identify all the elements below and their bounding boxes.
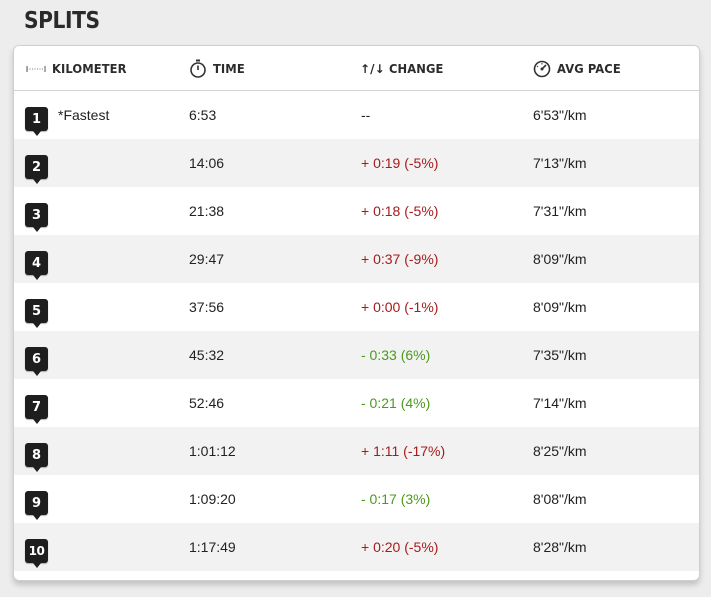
table-row: 7 52:46 - 0:21 (4%) 7'14"/km — [14, 379, 699, 427]
speedometer-icon — [533, 60, 551, 78]
table-row: 10 1:17:49 + 0:20 (-5%) 8'28"/km — [14, 523, 699, 571]
header-kilometer-label: KILOMETER — [52, 61, 127, 76]
split-time: 52:46 — [189, 395, 225, 411]
split-time: 1:17:49 — [189, 539, 236, 555]
split-note: *Fastest — [58, 107, 110, 123]
split-change: + 0:18 (-5%) — [361, 203, 439, 219]
header-time-label: TIME — [213, 61, 245, 76]
split-change: - 0:33 (6%) — [361, 347, 431, 363]
split-avg-pace: 8'08"/km — [533, 491, 587, 507]
splits-rows: 1 *Fastest 6:53 -- 6'53"/km 2 14:06 + 0:19 (-5%… — [14, 91, 699, 571]
table-row: 1 *Fastest 6:53 -- 6'53"/km — [14, 91, 699, 139]
kilometer-marker: 10 — [25, 539, 48, 568]
split-time: 21:38 — [189, 203, 225, 219]
table-row: 6 45:32 - 0:33 (6%) 7'35"/km — [14, 331, 699, 379]
split-avg-pace: 7'14"/km — [533, 395, 587, 411]
split-time: 14:06 — [189, 155, 225, 171]
kilometer-marker: 1 — [25, 107, 48, 136]
split-change: + 1:11 (-17%) — [361, 443, 446, 459]
kilometer-marker: 5 — [25, 299, 48, 328]
page-title: SPLITS — [24, 8, 100, 34]
table-row: 3 21:38 + 0:18 (-5%) 7'31"/km — [14, 187, 699, 235]
header-kilometer: KILOMETER — [26, 46, 133, 91]
table-row: 4 29:47 + 0:37 (-9%) 8'09"/km — [14, 235, 699, 283]
split-avg-pace: 8'25"/km — [533, 443, 587, 459]
split-time: 45:32 — [189, 347, 225, 363]
split-change: -- — [361, 107, 371, 123]
header-avg-pace-label: AVG PACE — [557, 61, 621, 76]
header-avg-pace: AVG PACE — [533, 46, 626, 91]
table-row: 9 1:09:20 - 0:17 (3%) 8'08"/km — [14, 475, 699, 523]
kilometer-marker: 2 — [25, 155, 48, 184]
split-avg-pace: 7'13"/km — [533, 155, 587, 171]
split-time: 1:09:20 — [189, 491, 236, 507]
kilometer-marker: 6 — [25, 347, 48, 376]
table-header: KILOMETER TIME ↑/↓ CHANGE — [14, 46, 699, 91]
split-time: 37:56 — [189, 299, 225, 315]
table-row: 2 14:06 + 0:19 (-5%) 7'13"/km — [14, 139, 699, 187]
kilometer-marker: 4 — [25, 251, 48, 280]
up-down-arrows-icon: ↑/↓ — [360, 61, 385, 76]
split-avg-pace: 8'09"/km — [533, 251, 587, 267]
split-time: 6:53 — [189, 107, 217, 123]
split-avg-pace: 7'31"/km — [533, 203, 587, 219]
split-avg-pace: 7'35"/km — [533, 347, 587, 363]
split-time: 1:01:12 — [189, 443, 236, 459]
table-row: 5 37:56 + 0:00 (-1%) 8'09"/km — [14, 283, 699, 331]
split-avg-pace: 8'28"/km — [533, 539, 587, 555]
kilometer-marker: 3 — [25, 203, 48, 232]
split-change: + 0:20 (-5%) — [361, 539, 439, 555]
kilometer-marker: 9 — [25, 491, 48, 520]
split-avg-pace: 6'53"/km — [533, 107, 587, 123]
kilometer-marker: 8 — [25, 443, 48, 472]
split-change: + 0:00 (-1%) — [361, 299, 439, 315]
split-change: - 0:21 (4%) — [361, 395, 431, 411]
header-change-label: CHANGE — [388, 61, 444, 76]
table-row: 8 1:01:12 + 1:11 (-17%) 8'25"/km — [14, 427, 699, 475]
header-time: TIME — [189, 46, 248, 91]
kilometer-marker: 7 — [25, 395, 48, 424]
split-change: + 0:37 (-9%) — [361, 251, 439, 267]
split-avg-pace: 8'09"/km — [533, 299, 587, 315]
header-change: ↑/↓ CHANGE — [360, 46, 448, 91]
stopwatch-icon — [189, 59, 207, 78]
split-change: - 0:17 (3%) — [361, 491, 431, 507]
splits-table: KILOMETER TIME ↑/↓ CHANGE — [13, 45, 700, 581]
split-time: 29:47 — [189, 251, 225, 267]
split-change: + 0:19 (-5%) — [361, 155, 439, 171]
ruler-icon — [26, 64, 46, 74]
